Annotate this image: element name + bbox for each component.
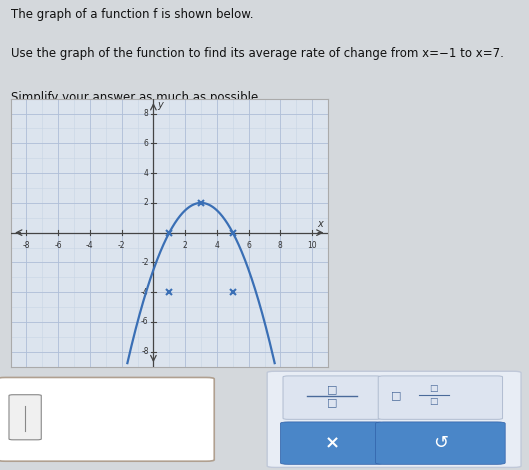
Text: 8: 8 xyxy=(278,241,282,250)
FancyBboxPatch shape xyxy=(9,395,41,440)
FancyBboxPatch shape xyxy=(267,371,521,467)
Text: 6: 6 xyxy=(246,241,251,250)
Text: -8: -8 xyxy=(141,347,149,356)
Text: The graph of a function f is shown below.: The graph of a function f is shown below… xyxy=(11,8,253,21)
Text: □: □ xyxy=(391,391,402,400)
Text: 6: 6 xyxy=(144,139,149,148)
FancyBboxPatch shape xyxy=(280,422,384,464)
Text: ↺: ↺ xyxy=(433,434,448,452)
Text: -4: -4 xyxy=(141,288,149,297)
Text: □: □ xyxy=(327,384,338,394)
Text: 8: 8 xyxy=(144,109,149,118)
Text: 4: 4 xyxy=(144,169,149,178)
Text: □: □ xyxy=(327,397,338,407)
Text: -8: -8 xyxy=(23,241,30,250)
Text: 2: 2 xyxy=(183,241,187,250)
Text: ×: × xyxy=(325,434,340,452)
Text: □: □ xyxy=(430,397,438,406)
Text: -4: -4 xyxy=(86,241,94,250)
Text: -6: -6 xyxy=(141,317,149,327)
FancyBboxPatch shape xyxy=(376,422,505,464)
FancyBboxPatch shape xyxy=(0,377,214,461)
Text: 4: 4 xyxy=(214,241,220,250)
Text: Simplify your answer as much as possible.: Simplify your answer as much as possible… xyxy=(11,91,261,104)
FancyBboxPatch shape xyxy=(283,376,381,419)
Text: -2: -2 xyxy=(141,258,149,267)
FancyBboxPatch shape xyxy=(378,376,503,419)
Text: Use the graph of the function to find its average rate of change from x=−1 to x=: Use the graph of the function to find it… xyxy=(11,47,504,60)
Text: □: □ xyxy=(430,384,438,393)
Text: 2: 2 xyxy=(144,198,149,207)
Text: y: y xyxy=(158,100,163,110)
Text: -2: -2 xyxy=(118,241,125,250)
Text: -6: -6 xyxy=(54,241,62,250)
Text: 10: 10 xyxy=(307,241,317,250)
Text: x: x xyxy=(317,219,323,229)
